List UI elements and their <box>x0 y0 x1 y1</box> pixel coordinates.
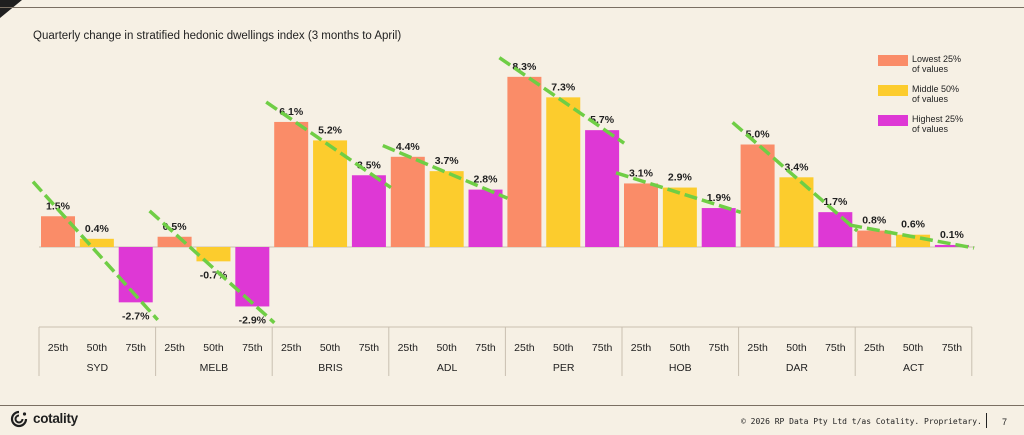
bar-dar-25th <box>740 144 775 247</box>
legend-swatch-middle <box>878 85 908 96</box>
tick-label-melb-50th: 50th <box>203 342 224 354</box>
tick-label-act-25th: 25th <box>864 342 885 354</box>
tick-label-adl-25th: 25th <box>398 342 419 354</box>
data-label-bris-50th: 5.2% <box>318 124 343 136</box>
footer-divider <box>0 405 1024 406</box>
tick-label-dar-50th: 50th <box>786 342 807 354</box>
data-label-melb-50th: -0.7% <box>200 269 228 281</box>
legend-label-lowest: Lowest 25% of values <box>912 54 972 74</box>
category-label-per: PER <box>553 362 575 374</box>
bar-adl-75th <box>468 189 503 247</box>
bar-hob-75th <box>701 208 736 247</box>
chart-title: Quarterly change in stratified hedonic d… <box>33 30 402 42</box>
tick-label-per-50th: 50th <box>553 342 574 354</box>
category-label-bris: BRIS <box>318 362 343 374</box>
trend-line-bris <box>265 100 392 190</box>
tick-label-dar-75th: 75th <box>825 342 846 354</box>
tick-label-syd-25th: 25th <box>48 342 69 354</box>
category-label-act: ACT <box>903 362 925 374</box>
top-divider <box>0 7 1024 8</box>
category-label-melb: MELB <box>200 362 229 374</box>
category-label-dar: DAR <box>786 362 809 374</box>
data-label-per-50th: 7.3% <box>551 81 576 93</box>
legend-label-middle: Middle 50% of values <box>912 84 972 104</box>
bar-bris-25th <box>274 121 309 247</box>
data-label-syd-75th: -2.7% <box>122 310 150 322</box>
trend-line-melb <box>148 209 276 325</box>
legend-label-lowest-line1: Lowest 25% <box>912 54 962 64</box>
tick-label-adl-75th: 75th <box>475 342 496 354</box>
trend-line-syd <box>31 180 160 322</box>
bar-per-25th <box>507 76 542 247</box>
data-label-hob-50th: 2.9% <box>668 172 693 184</box>
tick-label-adl-50th: 50th <box>436 342 457 354</box>
bar-bris-75th <box>351 175 386 247</box>
data-label-adl-75th: 2.8% <box>474 174 499 186</box>
bar-hob-25th <box>624 183 658 247</box>
bar-act-25th <box>857 230 892 247</box>
data-label-dar-50th: 3.4% <box>784 161 809 173</box>
data-label-act-50th: 0.6% <box>901 219 926 231</box>
data-label-melb-75th: -2.9% <box>239 314 267 326</box>
legend-label-lowest-line2: of values <box>912 64 949 74</box>
tick-label-bris-50th: 50th <box>320 342 341 354</box>
bar-per-50th <box>546 97 581 247</box>
legend-label-middle-line2: of values <box>912 94 949 104</box>
bar-adl-25th <box>390 156 425 247</box>
legend-label-middle-line1: Middle 50% <box>912 84 960 94</box>
bar-act-75th <box>934 244 969 247</box>
cotality-logo: cotality <box>10 410 100 430</box>
data-label-adl-25th: 4.4% <box>396 141 421 153</box>
footer-separator <box>986 413 987 428</box>
trend-line-adl <box>382 143 509 200</box>
tick-label-per-25th: 25th <box>514 342 535 354</box>
data-label-act-25th: 0.8% <box>862 215 887 227</box>
chart-svg: 1.5%0.4%-2.7%0.5%-0.7%-2.9%6.1%5.2%3.5%4… <box>31 56 975 376</box>
tick-label-bris-75th: 75th <box>359 342 380 354</box>
tick-label-dar-25th: 25th <box>747 342 768 354</box>
tick-label-hob-75th: 75th <box>709 342 730 354</box>
tick-label-per-75th: 75th <box>592 342 613 354</box>
bar-melb-50th <box>196 247 231 262</box>
legend-label-highest-line1: Highest 25% <box>912 114 964 124</box>
data-label-hob-25th: 3.1% <box>629 167 654 179</box>
bar-melb-75th <box>235 247 270 307</box>
category-label-syd: SYD <box>87 362 109 374</box>
trend-line-dar <box>731 121 859 233</box>
tick-label-melb-25th: 25th <box>164 342 185 354</box>
bar-bris-50th <box>313 140 348 247</box>
legend-swatch-lowest <box>878 55 908 66</box>
tick-label-syd-50th: 50th <box>87 342 108 354</box>
bar-melb-25th <box>157 236 192 247</box>
category-label-hob: HOB <box>669 362 692 374</box>
tick-label-act-75th: 75th <box>942 342 963 354</box>
bar-dar-75th <box>818 212 853 247</box>
logo-mark-icon <box>10 410 28 428</box>
trend-line-hob <box>615 171 742 214</box>
data-label-adl-50th: 3.7% <box>435 155 460 167</box>
data-label-syd-50th: 0.4% <box>85 223 110 235</box>
data-label-hob-75th: 1.9% <box>707 192 732 204</box>
tick-label-melb-75th: 75th <box>242 342 263 354</box>
trend-line-act <box>848 223 975 250</box>
category-label-adl: ADL <box>437 362 458 374</box>
tick-label-act-50th: 50th <box>903 342 924 354</box>
bar-per-75th <box>585 130 620 247</box>
page-number: 7 <box>1002 417 1008 427</box>
bar-syd-25th <box>41 216 75 247</box>
tick-label-hob-50th: 50th <box>670 342 691 354</box>
trend-line-per <box>498 56 626 145</box>
corner-mark <box>0 0 22 18</box>
logo-text: cotality <box>33 411 78 426</box>
data-label-act-75th: 0.1% <box>940 229 965 241</box>
legend-swatch-highest <box>878 115 908 126</box>
tick-label-syd-75th: 75th <box>126 342 147 354</box>
legend-label-highest: Highest 25% of values <box>912 114 972 134</box>
bar-syd-50th <box>79 238 114 247</box>
legend-label-highest-line2: of values <box>912 124 949 134</box>
copyright-text: © 2026 RP Data Pty Ltd t/as Cotality. Pr… <box>741 417 982 426</box>
tick-label-bris-25th: 25th <box>281 342 302 354</box>
tick-label-hob-25th: 25th <box>631 342 652 354</box>
bar-adl-50th <box>429 171 464 247</box>
